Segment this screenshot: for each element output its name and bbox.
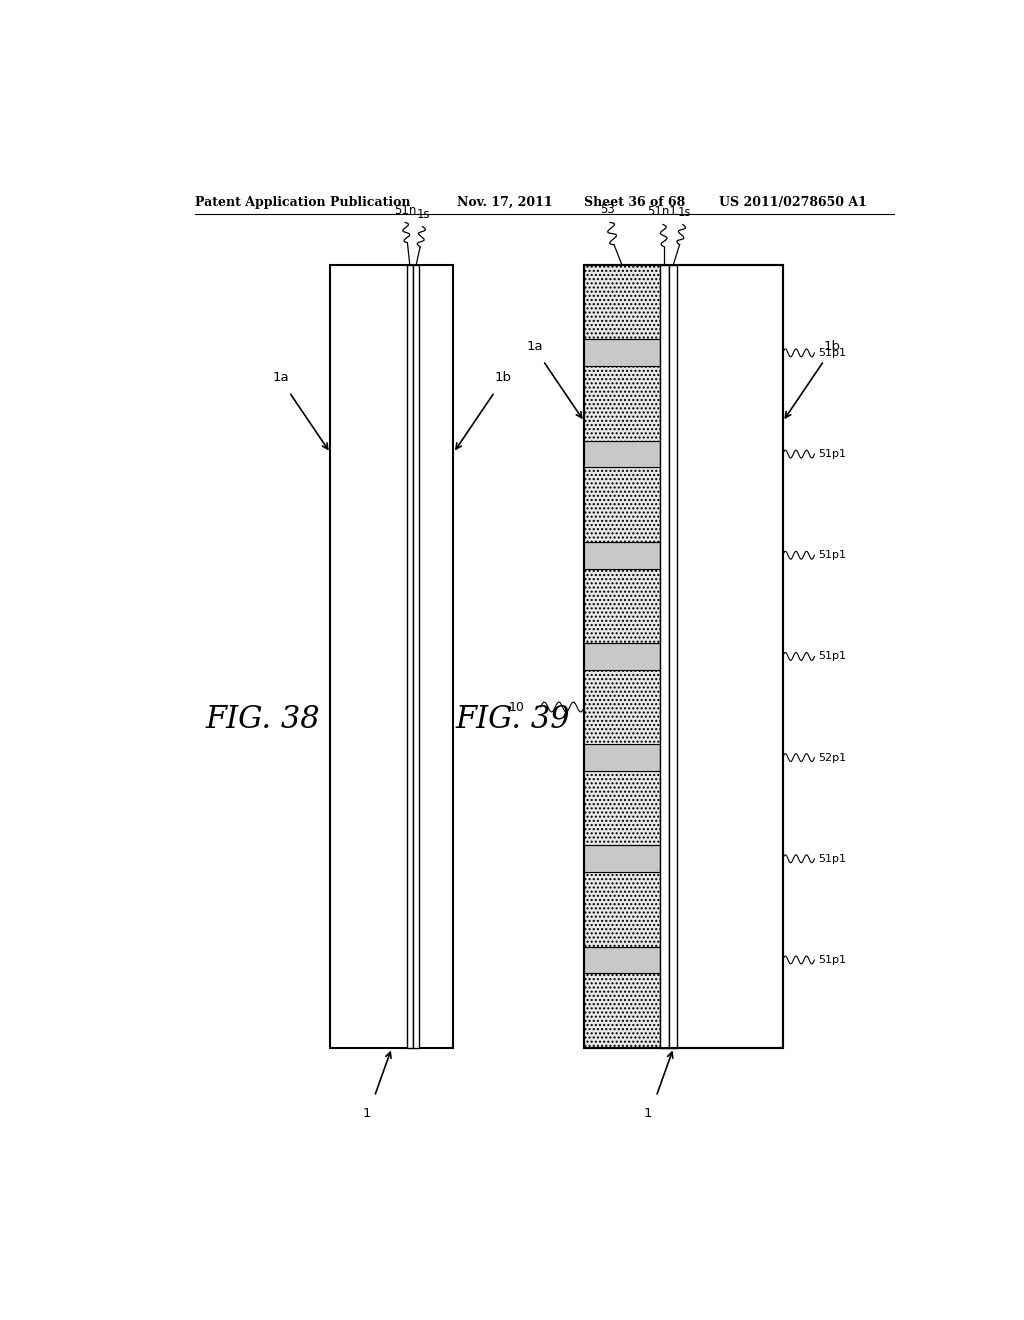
Bar bbox=[585, 467, 659, 541]
Bar bbox=[585, 771, 659, 845]
Text: 1a: 1a bbox=[272, 371, 290, 384]
Text: 51p1: 51p1 bbox=[818, 449, 847, 459]
Text: 53: 53 bbox=[600, 203, 615, 216]
Text: FIG. 38: FIG. 38 bbox=[206, 704, 321, 734]
Bar bbox=[659, 265, 670, 1048]
Text: 1b: 1b bbox=[823, 339, 841, 352]
Bar bbox=[585, 845, 659, 873]
Text: 1b: 1b bbox=[494, 371, 511, 384]
Text: US 2011/0278650 A1: US 2011/0278650 A1 bbox=[719, 195, 867, 209]
Text: 51n: 51n bbox=[394, 205, 416, 218]
Text: 51p1: 51p1 bbox=[818, 348, 847, 358]
Text: 51p1: 51p1 bbox=[818, 954, 847, 965]
Text: 1a: 1a bbox=[526, 339, 544, 352]
Text: Patent Application Publication: Patent Application Publication bbox=[196, 195, 411, 209]
Text: Nov. 17, 2011: Nov. 17, 2011 bbox=[458, 195, 553, 209]
Text: 51n1: 51n1 bbox=[647, 206, 677, 218]
Bar bbox=[585, 339, 659, 367]
Bar bbox=[585, 265, 782, 1048]
Text: Sheet 36 of 68: Sheet 36 of 68 bbox=[585, 195, 686, 209]
Bar bbox=[585, 265, 782, 1048]
Bar bbox=[585, 367, 659, 441]
Text: FIG. 39: FIG. 39 bbox=[456, 704, 570, 734]
Text: 51p1: 51p1 bbox=[818, 550, 847, 560]
Bar bbox=[585, 946, 659, 973]
Bar bbox=[585, 541, 659, 569]
Text: 52p1: 52p1 bbox=[818, 752, 847, 763]
Text: 51p1: 51p1 bbox=[818, 854, 847, 863]
Bar bbox=[585, 441, 659, 467]
Bar bbox=[585, 643, 659, 669]
Bar bbox=[585, 744, 659, 771]
Bar bbox=[413, 265, 420, 1048]
Text: 1s: 1s bbox=[678, 206, 691, 219]
Text: 1s: 1s bbox=[417, 209, 430, 222]
Bar bbox=[585, 873, 659, 946]
Bar bbox=[331, 265, 454, 1048]
Bar bbox=[670, 265, 677, 1048]
Bar bbox=[585, 669, 659, 744]
Bar bbox=[407, 265, 413, 1048]
Text: 10: 10 bbox=[509, 701, 524, 714]
Text: 1: 1 bbox=[644, 1106, 652, 1119]
Text: 51p1: 51p1 bbox=[818, 652, 847, 661]
Bar bbox=[585, 569, 659, 643]
Text: 1: 1 bbox=[362, 1106, 371, 1119]
Bar bbox=[585, 265, 659, 339]
Bar bbox=[585, 973, 659, 1048]
